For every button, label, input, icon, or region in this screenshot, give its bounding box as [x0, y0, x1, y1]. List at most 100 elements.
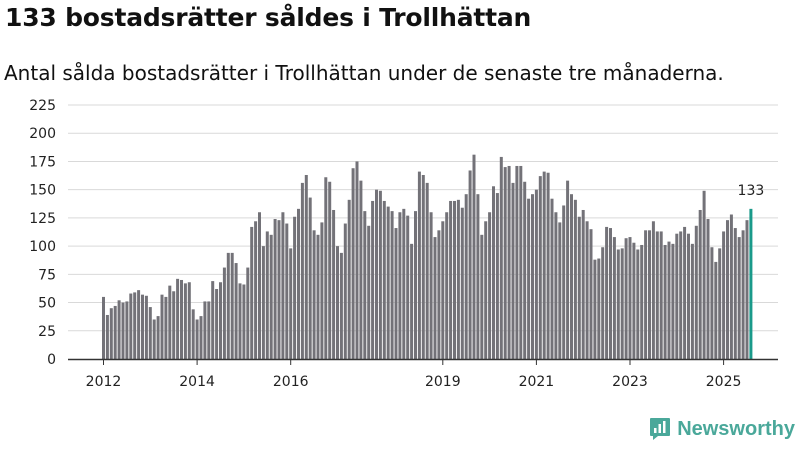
- bar: [675, 233, 679, 359]
- y-tick-label: 200: [29, 126, 56, 142]
- bar: [141, 294, 144, 359]
- bar: [351, 168, 355, 359]
- bar: [589, 229, 593, 359]
- bar: [620, 248, 624, 359]
- bar: [706, 219, 710, 359]
- bar: [285, 223, 289, 359]
- bar: [148, 307, 152, 359]
- brand-name: Newsworthy: [677, 417, 795, 440]
- bar: [511, 182, 515, 359]
- bar: [456, 199, 460, 359]
- bar: [542, 171, 546, 359]
- bar: [659, 231, 663, 359]
- bar: [609, 228, 612, 359]
- highlight-value-label: 133: [738, 183, 765, 199]
- bar: [616, 249, 620, 359]
- bar: [698, 209, 702, 359]
- bar: [585, 221, 589, 359]
- bar: [343, 223, 347, 359]
- bar: [398, 212, 402, 359]
- bar: [332, 209, 336, 359]
- bar: [729, 214, 733, 359]
- bar: [437, 230, 441, 359]
- bar: [534, 189, 538, 359]
- bar: [515, 165, 519, 359]
- bar: [488, 212, 492, 359]
- bar: [246, 267, 250, 359]
- bar: [336, 246, 339, 359]
- bar: [121, 302, 125, 359]
- bar: [519, 165, 523, 359]
- bar: [234, 263, 238, 359]
- bar: [538, 176, 542, 359]
- bar: [371, 200, 375, 359]
- bar: [191, 309, 195, 359]
- bar: [702, 190, 706, 359]
- bar: [230, 252, 234, 359]
- y-tick-label: 0: [47, 352, 56, 368]
- chart-title: 133 bostadsrätter såldes i Trollhättan: [5, 3, 532, 32]
- bar: [468, 170, 472, 359]
- bar: [378, 190, 382, 359]
- bar: [628, 237, 632, 359]
- bar: [601, 247, 605, 359]
- x-tick-label: 2021: [519, 374, 555, 390]
- bar: [273, 219, 277, 359]
- bar: [211, 281, 215, 359]
- bar: [324, 177, 328, 359]
- bar: [593, 259, 597, 359]
- bar: [156, 316, 160, 359]
- bar: [546, 172, 550, 359]
- bar: [636, 249, 640, 359]
- bar: [690, 243, 694, 359]
- bar: [663, 244, 667, 359]
- bar: [297, 208, 300, 359]
- bar: [265, 231, 269, 359]
- bar: [222, 267, 226, 359]
- bar: [308, 197, 312, 359]
- newsworthy-logo-icon: [650, 418, 671, 440]
- bar: [472, 154, 476, 359]
- bar: [714, 261, 718, 359]
- bar: [449, 200, 453, 359]
- brand-logo: Newsworthy: [649, 417, 795, 441]
- bar: [558, 222, 562, 359]
- bar: [648, 230, 651, 359]
- bar: [694, 225, 698, 359]
- bar: [125, 301, 129, 359]
- bar: [402, 208, 406, 359]
- bar: [612, 237, 616, 359]
- bar: [737, 237, 741, 359]
- bar: [433, 237, 437, 359]
- x-tick-label: 2019: [425, 374, 461, 390]
- y-tick-label: 100: [29, 239, 56, 255]
- chart-subtitle: Antal sålda bostadsrätter i Trollhättan …: [4, 61, 724, 85]
- bar: [152, 319, 156, 359]
- x-tick-label: 2012: [86, 374, 122, 390]
- bar: [394, 228, 398, 359]
- bar: [722, 231, 726, 359]
- bar: [484, 221, 488, 359]
- bar: [320, 222, 324, 359]
- bar: [671, 243, 675, 359]
- bar: [562, 205, 566, 359]
- bar: [304, 174, 308, 359]
- y-tick-label: 25: [38, 324, 56, 340]
- bar: [375, 189, 378, 359]
- bar: [445, 212, 449, 359]
- bar: [195, 319, 199, 359]
- bar: [390, 211, 394, 359]
- y-tick-label: 150: [29, 183, 56, 199]
- bar: [425, 182, 429, 359]
- y-tick-label: 50: [38, 296, 56, 312]
- x-tick-label: 2023: [612, 374, 648, 390]
- bar: [495, 193, 499, 359]
- bar: [410, 243, 414, 359]
- bar: [347, 199, 351, 359]
- bar: [480, 234, 484, 359]
- bar: [293, 216, 297, 359]
- bar: [718, 248, 722, 359]
- bar: [199, 316, 203, 359]
- bar: [679, 231, 683, 359]
- bar: [180, 279, 183, 359]
